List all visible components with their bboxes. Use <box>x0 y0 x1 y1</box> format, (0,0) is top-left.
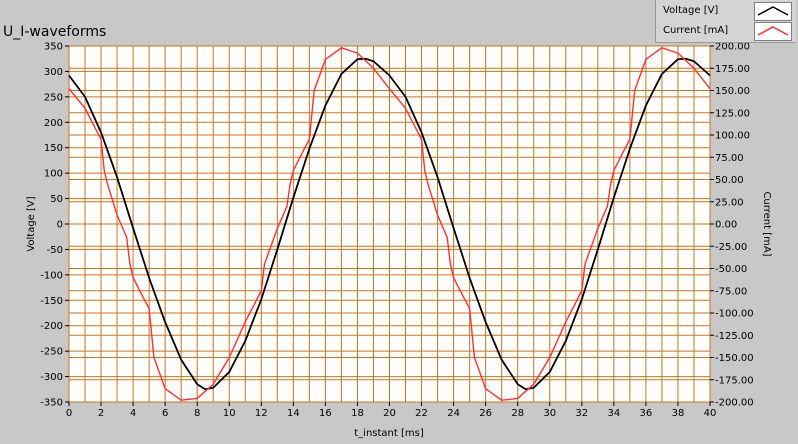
y-right-tick-label: 200.00 <box>715 42 750 53</box>
y-right-tick-label: -75.00 <box>715 286 747 297</box>
y-axis-label-right: Current [mA] <box>761 191 772 256</box>
legend[interactable]: Voltage [V] Current [mA] <box>655 0 796 43</box>
x-axis-label: t_instant [ms] <box>354 428 424 439</box>
y-left-tick-label: -300 <box>40 372 63 383</box>
y-left-tick-label: -100 <box>40 270 63 281</box>
x-tick-label: 2 <box>98 408 104 419</box>
legend-label-current: Current [mA] <box>663 25 729 36</box>
x-tick-label: 10 <box>223 408 236 419</box>
y-right-tick-label: 150.00 <box>715 86 750 97</box>
legend-item-voltage[interactable]: Voltage [V] <box>656 1 796 21</box>
y-left-tick-label: 100 <box>44 169 63 180</box>
y-right-tick-label: 0.00 <box>715 220 737 231</box>
y-right-tick-label: -175.00 <box>715 375 754 386</box>
y-left-tick-label: -350 <box>40 398 63 409</box>
y-left-tick-label: -50 <box>47 245 63 256</box>
x-tick-label: 12 <box>255 408 268 419</box>
y-right-tick-label: 125.00 <box>715 108 750 119</box>
y-left-tick-label: 150 <box>44 143 63 154</box>
y-left-tick-label: 0 <box>57 220 63 231</box>
y-left-tick-label: -200 <box>40 321 63 332</box>
grid-lines <box>68 45 711 403</box>
x-tick-label: 26 <box>479 408 492 419</box>
y-right-tick-label: 100.00 <box>715 131 750 142</box>
y-right-tick-label: 75.00 <box>715 153 744 164</box>
x-tick-label: 38 <box>672 408 685 419</box>
x-tick-label: 32 <box>575 408 588 419</box>
series-line-current <box>68 47 711 401</box>
x-tick-label: 4 <box>130 408 136 419</box>
y-right-tick-label: 25.00 <box>715 197 744 208</box>
y-left-tick-label: 50 <box>50 194 63 205</box>
y-left-tick-label: -250 <box>40 347 63 358</box>
y-right-tick-label: -50.00 <box>715 264 747 275</box>
y-right-tick-label: -25.00 <box>715 242 747 253</box>
x-tick-label: 30 <box>543 408 556 419</box>
y-right-tick-label: 50.00 <box>715 175 744 186</box>
series-lines <box>68 47 711 401</box>
y-left-tick-label: 200 <box>44 118 63 129</box>
y-right-tick-label: -100.00 <box>715 309 754 320</box>
series-line-voltage <box>68 57 711 391</box>
y-axis-label-left: Voltage [V] <box>26 196 37 251</box>
legend-label-voltage: Voltage [V] <box>663 5 719 16</box>
x-tick-label: 24 <box>447 408 460 419</box>
x-tick-label: 22 <box>415 408 428 419</box>
legend-item-current[interactable]: Current [mA] <box>656 21 796 41</box>
x-tick-label: 18 <box>351 408 364 419</box>
y-left-tick-label: -150 <box>40 296 63 307</box>
y-right-tick-label: -125.00 <box>715 331 754 342</box>
y-left-tick-label: 350 <box>44 42 63 53</box>
y-left-tick-label: 300 <box>44 67 63 78</box>
y-left-tick-label: 250 <box>44 92 63 103</box>
x-tick-label: 0 <box>66 408 72 419</box>
x-tick-label: 40 <box>704 408 717 419</box>
x-tick-label: 34 <box>607 408 620 419</box>
tick-labels: 0 2 4 6 8 10 12 14 16 18 20 22 24 26 28 30 32 34 36 38 40350… <box>40 42 753 420</box>
legend-swatch-voltage <box>754 2 792 21</box>
y-right-tick-label: 175.00 <box>715 64 750 75</box>
legend-swatch-current <box>754 22 792 41</box>
x-tick-label: 36 <box>640 408 653 419</box>
y-right-tick-label: -200.00 <box>715 398 754 409</box>
x-tick-label: 28 <box>511 408 524 419</box>
x-tick-label: 14 <box>287 408 300 419</box>
x-tick-label: 20 <box>383 408 396 419</box>
chart-title: U_I-waveforms <box>3 24 107 40</box>
y-right-tick-label: -150.00 <box>715 353 754 364</box>
x-tick-label: 16 <box>319 408 332 419</box>
x-tick-label: 8 <box>194 408 200 419</box>
x-tick-label: 6 <box>162 408 168 419</box>
